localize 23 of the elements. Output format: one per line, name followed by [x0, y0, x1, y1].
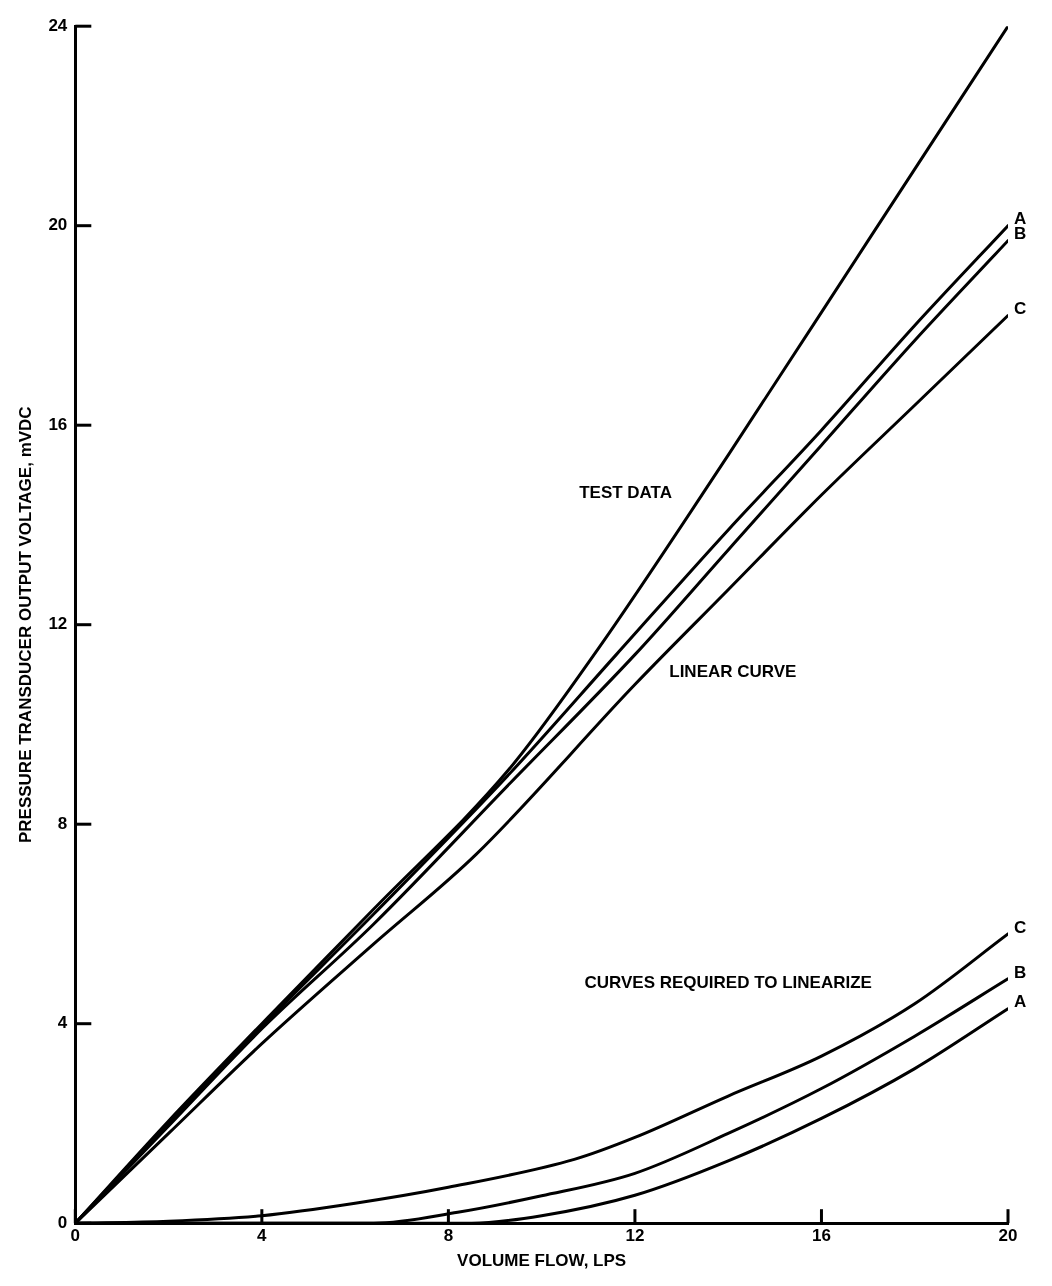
y-tick-label: 24 — [48, 15, 68, 35]
series-label: C — [1014, 299, 1027, 319]
y-tick-label: 4 — [57, 1013, 68, 1033]
annotation: TEST DATA — [579, 482, 673, 502]
series-label: A — [1014, 992, 1027, 1012]
x-tick-label: 8 — [443, 1226, 454, 1246]
series-label: C — [1014, 917, 1027, 937]
y-tick-label: 0 — [57, 1212, 68, 1232]
x-tick-label: 16 — [812, 1226, 831, 1246]
y-tick-label: 16 — [48, 414, 68, 434]
x-tick-label: 20 — [998, 1226, 1018, 1246]
annotation: LINEAR CURVE — [669, 662, 797, 682]
x-tick-label: 12 — [625, 1226, 645, 1246]
y-tick-label: 20 — [48, 215, 68, 235]
x-tick-label: 0 — [70, 1226, 81, 1246]
series-label: B — [1014, 224, 1027, 244]
y-tick-label: 8 — [57, 813, 68, 833]
x-tick-label: 4 — [257, 1226, 268, 1246]
annotation: CURVES REQUIRED TO LINEARIZE — [584, 973, 872, 993]
series-label: B — [1014, 962, 1027, 982]
y-axis-title: PRESSURE TRANSDUCER OUTPUT VOLTAGE, mVDC — [15, 406, 35, 844]
x-axis-title: VOLUME FLOW, LPS — [457, 1251, 627, 1271]
y-tick-label: 12 — [48, 614, 68, 634]
